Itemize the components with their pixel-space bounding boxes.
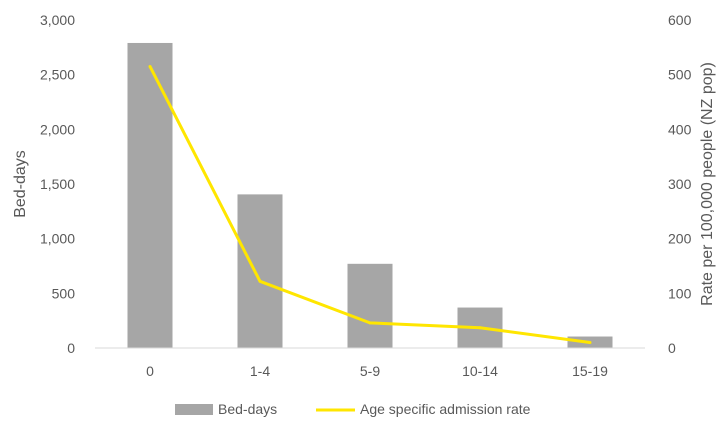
bar-bed-days-1-4	[237, 194, 283, 348]
line-series	[148, 64, 592, 345]
bar-series	[127, 42, 613, 349]
y-right-tick-label: 100	[668, 285, 692, 301]
bar-bed-days-0	[127, 42, 173, 349]
y-left-tick-label: 2,500	[40, 67, 75, 83]
x-tick-label: 5-9	[360, 363, 380, 379]
point-admission-rate-5-9	[368, 321, 372, 325]
y-left-tick-label: 0	[67, 340, 75, 356]
y-axis-left-title: Bed-days	[12, 150, 29, 218]
point-admission-rate-15-19	[588, 341, 592, 345]
legend-swatch-bed-days	[175, 404, 213, 415]
y-right-tick-label: 0	[668, 340, 676, 356]
legend-label-admission-rate: Age specific admission rate	[360, 401, 531, 417]
point-admission-rate-0	[148, 64, 152, 68]
y-left-tick-label: 1,500	[40, 176, 75, 192]
legend-label-bed-days: Bed-days	[218, 401, 277, 417]
x-tick-label: 1-4	[250, 363, 270, 379]
y-axis-right-title: Rate per 100,000 people (NZ pop)	[699, 62, 716, 306]
legend: Bed-days Age specific admission rate	[175, 401, 531, 417]
x-tick-label: 0	[146, 363, 154, 379]
y-right-tick-label: 200	[668, 231, 692, 247]
x-tick-label: 15-19	[572, 363, 608, 379]
bar-bed-days-5-9	[347, 263, 393, 348]
y-left-tick-label: 2,000	[40, 121, 75, 137]
x-tick-label: 10-14	[462, 363, 498, 379]
y-left-tick-label: 500	[52, 285, 76, 301]
y-right-tick-label: 500	[668, 67, 692, 83]
point-admission-rate-10-14	[478, 326, 482, 330]
y-right-tick-label: 300	[668, 176, 692, 192]
y-axis-right: 0 100 200 300 400 500 600	[668, 12, 692, 356]
y-right-tick-label: 600	[668, 12, 692, 28]
point-admission-rate-1-4	[258, 279, 262, 283]
y-axis-left: 0 500 1,000 1,500 2,000 2,500 3,000	[40, 12, 75, 356]
y-left-tick-label: 1,000	[40, 231, 75, 247]
y-right-tick-label: 400	[668, 121, 692, 137]
x-axis: 0 1-4 5-9 10-14 15-19	[146, 363, 608, 379]
y-left-tick-label: 3,000	[40, 12, 75, 28]
